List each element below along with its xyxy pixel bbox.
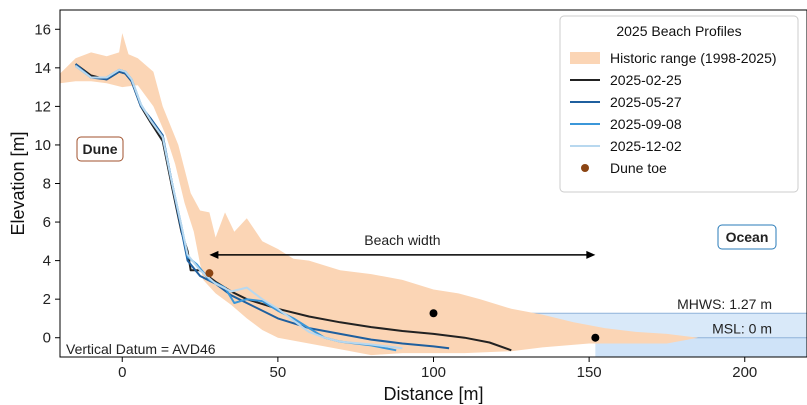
y-tick-label: 16 bbox=[34, 21, 51, 38]
ocean-label-box bbox=[717, 224, 777, 250]
msl-label: MSL: 0 m bbox=[712, 321, 772, 337]
legend-label: 2025-02-25 bbox=[610, 72, 682, 88]
legend: 2025 Beach Profiles Historic range (1998-… bbox=[559, 15, 799, 193]
mhws-label: MHWS: 1.27 m bbox=[677, 296, 772, 312]
legend-swatch-historic bbox=[570, 52, 600, 64]
historic-range-area bbox=[60, 33, 699, 356]
legend-label: 2025-12-02 bbox=[610, 138, 682, 154]
legend-label: Historic range (1998-2025) bbox=[610, 50, 777, 66]
legend-label: 2025-09-08 bbox=[610, 116, 682, 132]
historic-range-layer bbox=[60, 33, 699, 356]
x-axis-title: Distance [m] bbox=[383, 384, 483, 404]
mhws-point-marker bbox=[429, 309, 438, 318]
y-tick-label: 6 bbox=[43, 214, 51, 231]
series-line-2025-12-02 bbox=[75, 65, 403, 350]
y-tick-label: 8 bbox=[43, 176, 51, 193]
beach-width-arrow-right-head bbox=[586, 250, 596, 259]
dune-label-box bbox=[76, 136, 124, 162]
legend-label: Dune toe bbox=[610, 160, 667, 176]
dune-label: Dune bbox=[83, 141, 118, 157]
dune-toe-marker bbox=[205, 269, 214, 278]
legend-label: 2025-05-27 bbox=[610, 94, 682, 110]
profile-series-layer bbox=[74, 63, 512, 352]
y-tick-label: 0 bbox=[43, 330, 51, 347]
msl-point-marker bbox=[591, 333, 600, 342]
ocean-label: Ocean bbox=[726, 229, 769, 245]
x-tick-label: 50 bbox=[270, 364, 287, 381]
y-axis-title: Elevation [m] bbox=[8, 131, 28, 235]
legend-title: 2025 Beach Profiles bbox=[616, 23, 741, 39]
y-tick-label: 2 bbox=[43, 291, 51, 308]
y-tick-label: 4 bbox=[43, 253, 51, 270]
beach-width-arrow-left-head bbox=[209, 250, 219, 259]
axes-layer: 0 50 100 150 200 0 2 4 6 8 10 12 14 16 Distance [m] Ele… bbox=[8, 21, 757, 404]
y-tick-label: 10 bbox=[34, 137, 51, 154]
x-tick-label: 0 bbox=[118, 364, 126, 381]
beach-width-label: Beach width bbox=[364, 232, 440, 248]
x-tick-label: 150 bbox=[577, 364, 602, 381]
legend-box bbox=[559, 15, 799, 193]
vertical-datum-label: Vertical Datum = AVD46 bbox=[66, 341, 216, 357]
y-tick-label: 12 bbox=[34, 98, 51, 115]
annotation-layer: Beach width MHWS: 1.27 m MSL: 0 m Dune Ocean… bbox=[66, 136, 777, 357]
x-tick-label: 100 bbox=[421, 364, 446, 381]
legend-swatch-dune-toe bbox=[581, 164, 589, 172]
y-tick-label: 14 bbox=[34, 60, 51, 77]
series-line-2025-05-27 bbox=[74, 63, 450, 350]
x-tick-label: 200 bbox=[732, 364, 757, 381]
